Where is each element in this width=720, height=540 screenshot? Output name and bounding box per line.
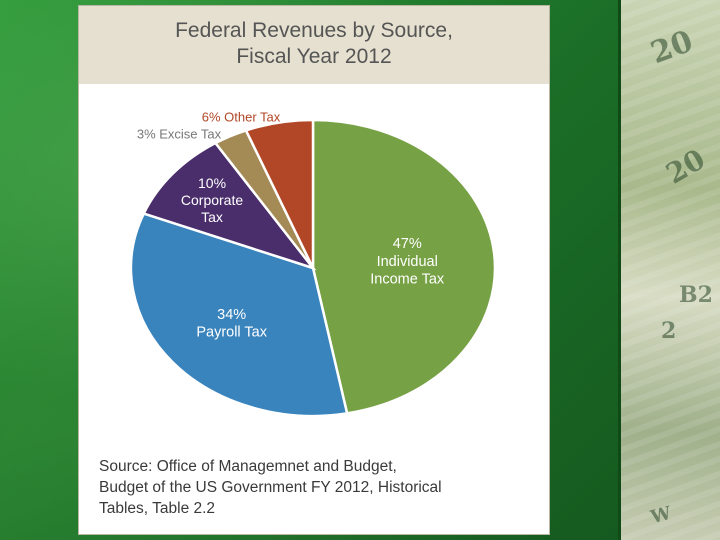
pie-slice-payroll-tax (129, 211, 349, 418)
currency-decoration: 2 (661, 318, 677, 344)
pie-slice-corporate-tax (142, 141, 317, 271)
chart-title: Federal Revenues by Source, Fiscal Year … (175, 19, 453, 68)
source-note: Source: Office of Managemnet and Budget,… (99, 458, 442, 517)
currency-image: 20 20 B2 2 W (618, 0, 720, 540)
currency-decoration: 20 (646, 23, 698, 72)
slice-label-payroll-tax: 34% Payroll Tax (196, 307, 267, 341)
slice-label-excise-tax: 3% Excise Tax (137, 127, 222, 142)
pie-slice-other-tax (244, 118, 315, 269)
currency-decoration: W (648, 502, 674, 529)
slice-label-individual-income-tax: 47% Individual Income Tax (370, 236, 445, 287)
slice-label-corporate-tax: 10% Corporate Tax (181, 175, 243, 225)
currency-decoration: 20 (660, 142, 711, 191)
currency-decoration: B2 (679, 282, 713, 308)
pie-chart: 47% Individual Income Tax 34% Payroll Tax 10%… (129, 110, 497, 418)
chart-panel: Federal Revenues by Source, Fiscal Year … (78, 5, 550, 535)
pie-slice-individual-income-tax (311, 118, 497, 415)
slice-label-other-tax: 6% Other Tax (202, 110, 281, 125)
title-band (79, 6, 549, 84)
